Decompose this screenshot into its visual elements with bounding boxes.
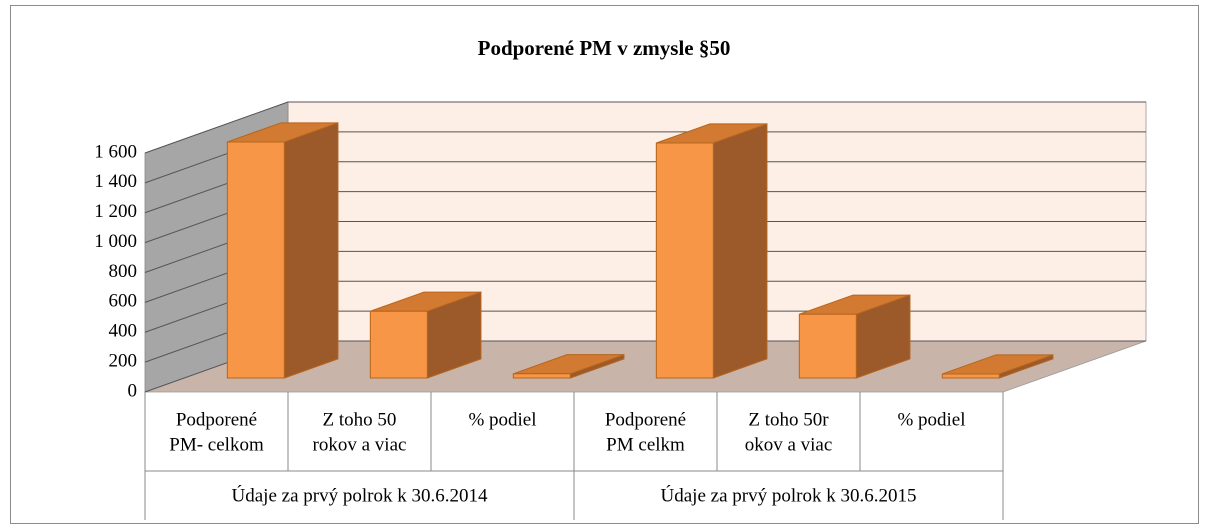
bar-side — [712, 123, 768, 379]
x-tick-label: Z toho 50r — [748, 409, 829, 430]
bar — [655, 123, 768, 379]
chart-title: Podporené PM v zmysle §50 — [478, 36, 731, 60]
y-tick-label: 1 000 — [94, 231, 137, 252]
bar — [512, 353, 625, 379]
bar-front — [655, 142, 714, 379]
y-tick-label: 800 — [109, 261, 138, 282]
y-tick-label: 400 — [109, 321, 138, 342]
x-tick-label: PM celkm — [606, 434, 685, 455]
y-tick-label: 1 400 — [94, 171, 137, 192]
y-tick-label: 1 200 — [94, 201, 137, 222]
x-tick-label: okov a viac — [745, 434, 833, 455]
bar — [798, 294, 911, 379]
grid-line — [144, 101, 1146, 154]
group-label: Údaje za prvý polrok k 30.6.2015 — [661, 484, 917, 506]
y-tick-label: 600 — [109, 291, 138, 312]
group-label: Údaje za prvý polrok k 30.6.2014 — [232, 484, 488, 506]
y-tick-label: 1 600 — [94, 141, 137, 162]
bar-front — [226, 141, 285, 379]
x-tick-label: Z toho 50 — [323, 409, 397, 430]
x-tick-label: Podporené — [176, 409, 257, 430]
bar-front — [369, 310, 428, 379]
x-tick-label: Podporené — [605, 409, 686, 430]
bar-side — [283, 122, 339, 379]
bar-front — [512, 373, 571, 379]
bar — [226, 122, 339, 379]
bar — [369, 291, 482, 379]
bar — [941, 354, 1054, 379]
x-tick-label: % podiel — [897, 409, 965, 430]
x-tick-label: PM- celkom — [169, 434, 264, 455]
y-tick-label: 0 — [128, 380, 138, 401]
bar-front — [941, 373, 1000, 379]
x-tick-label: % podiel — [468, 409, 536, 430]
y-tick-label: 200 — [109, 350, 138, 371]
bar-front — [798, 313, 857, 379]
x-tick-label: rokov a viac — [313, 434, 407, 455]
